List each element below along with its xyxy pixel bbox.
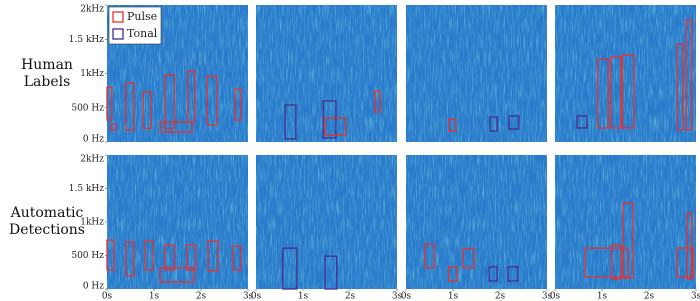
detection-box xyxy=(187,70,196,123)
y-tick-label: 1kHz xyxy=(80,69,104,79)
detection-box xyxy=(576,115,588,129)
detection-box xyxy=(322,100,337,139)
spectrogram-noise xyxy=(406,5,547,142)
detection-box xyxy=(676,43,684,131)
detection-box xyxy=(324,117,347,136)
detection-box xyxy=(125,241,135,277)
detection-box xyxy=(207,240,219,272)
x-tick-label: 3s xyxy=(243,292,254,301)
detection-box xyxy=(106,86,113,121)
y-tick-label: 500 Hz xyxy=(71,103,104,113)
detection-box xyxy=(125,82,135,131)
detection-box xyxy=(159,267,195,283)
y-tick-label: 2kHz xyxy=(80,155,104,165)
spectrogram-noise xyxy=(107,155,248,289)
y-tick-label: 1.5 kHz xyxy=(69,35,104,45)
detection-box xyxy=(324,255,338,290)
y-tick-label: 500 Hz xyxy=(71,251,104,261)
legend-box xyxy=(108,6,162,45)
x-tick-label: 0s xyxy=(251,292,262,301)
detection-box xyxy=(676,247,694,278)
y-tick-label: 0 Hz xyxy=(83,135,104,145)
detection-box xyxy=(424,243,435,269)
detection-box xyxy=(232,245,242,271)
y-tick-label: 0 Hz xyxy=(83,282,104,292)
detection-box xyxy=(621,54,635,129)
x-tick-label: 2s xyxy=(345,292,356,301)
detection-box xyxy=(489,116,498,132)
detection-box xyxy=(685,19,693,131)
detection-box xyxy=(284,104,297,140)
detection-box xyxy=(488,266,498,282)
detection-box xyxy=(159,121,193,133)
legend-swatch xyxy=(112,11,124,23)
detection-box xyxy=(186,244,197,271)
row-label: Human Labels xyxy=(21,56,73,90)
legend-label: Pulse xyxy=(127,10,157,23)
detection-box xyxy=(234,88,242,121)
detection-box xyxy=(610,56,622,129)
y-tick-label: 2kHz xyxy=(80,5,104,15)
x-tick-label: 1s xyxy=(298,292,309,301)
y-tick-label: 1.5 kHz xyxy=(69,184,104,194)
spectrogram-noise xyxy=(406,155,547,289)
detection-box xyxy=(164,244,175,271)
x-tick-label: 1s xyxy=(149,292,160,301)
x-tick-label: 3s xyxy=(691,292,700,301)
detection-box xyxy=(611,244,622,280)
detection-box xyxy=(106,239,115,271)
x-tick-label: 0s xyxy=(102,292,113,301)
detection-box xyxy=(622,202,634,279)
x-tick-label: 3s xyxy=(392,292,403,301)
detection-box xyxy=(507,266,519,282)
legend-swatch xyxy=(112,28,124,40)
detection-box xyxy=(597,58,609,129)
detection-box xyxy=(164,74,175,129)
detection-box xyxy=(584,247,629,278)
detection-box xyxy=(686,212,693,280)
detection-box xyxy=(462,248,475,269)
detection-box xyxy=(448,118,457,132)
detection-box xyxy=(508,115,520,130)
detection-box xyxy=(282,247,298,290)
x-tick-label: 2s xyxy=(644,292,655,301)
detection-box xyxy=(374,90,381,113)
x-tick-label: 3s xyxy=(542,292,553,301)
detection-box xyxy=(206,75,218,126)
y-tick-label: 1kHz xyxy=(80,218,104,228)
x-tick-label: 0s xyxy=(401,292,412,301)
spectrogram-noise xyxy=(256,155,397,289)
spectrogram-noise xyxy=(555,155,696,289)
spectrogram-noise xyxy=(555,5,696,142)
detection-box xyxy=(144,240,154,271)
x-tick-label: 1s xyxy=(448,292,459,301)
x-tick-label: 1s xyxy=(597,292,608,301)
spectrogram-noise xyxy=(256,5,397,142)
x-tick-label: 2s xyxy=(495,292,506,301)
detection-box xyxy=(110,123,117,131)
detection-box xyxy=(142,91,152,129)
legend-label: Tonal xyxy=(127,27,158,40)
x-tick-label: 2s xyxy=(196,292,207,301)
x-tick-label: 0s xyxy=(550,292,561,301)
detection-box xyxy=(448,266,458,282)
row-label: Automatic Detections xyxy=(9,205,85,238)
